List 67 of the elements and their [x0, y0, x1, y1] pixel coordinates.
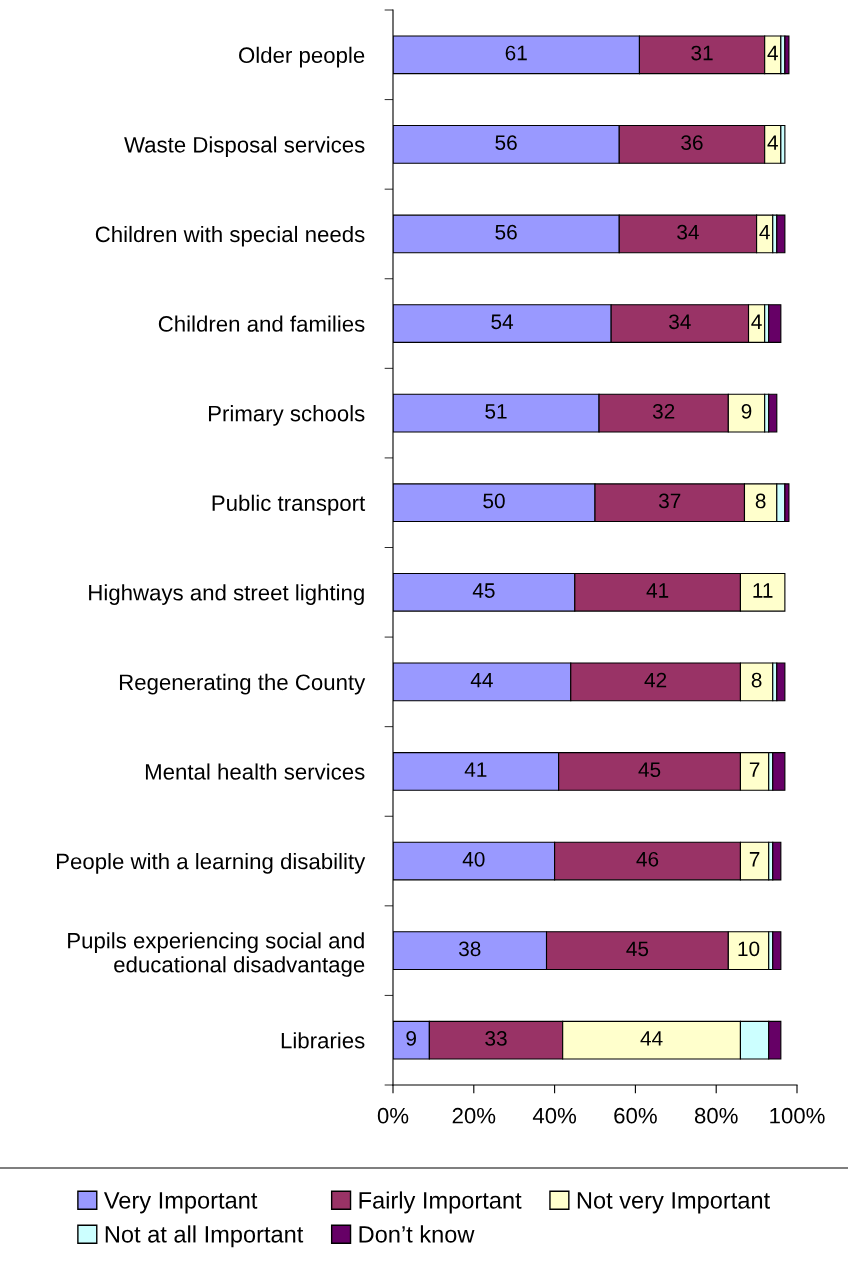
data-label: 42	[644, 672, 667, 688]
x-tick-label: 0%	[377, 1107, 409, 1124]
y-tick-label: Mental health services	[145, 763, 365, 780]
data-label: 37	[658, 493, 681, 509]
y-tick-label: Children with special needs	[95, 225, 365, 247]
data-label: 8	[751, 672, 762, 688]
y-tick-label: Public transport	[212, 494, 366, 516]
data-label: 44	[470, 672, 493, 688]
data-label: 31	[691, 45, 713, 61]
y-tick-label: Pupils experiencing social and educational disadvantage	[68, 932, 365, 977]
bar	[772, 752, 786, 791]
y-tick-label: Primary schools	[208, 405, 365, 426]
legend-label: Very Important	[103, 1192, 258, 1214]
y-tick-label: Regenerating the County	[119, 673, 366, 695]
data-label: 10	[738, 941, 760, 957]
data-label: 38	[458, 941, 481, 957]
bar	[776, 214, 786, 254]
data-label: 34	[677, 224, 699, 240]
legend-label: Fairly Important	[359, 1191, 522, 1214]
data-label: 7	[749, 762, 760, 777]
data-label: 56	[495, 135, 517, 150]
data-label: 32	[652, 403, 675, 419]
legend-label: Not at all Important	[105, 1225, 304, 1248]
data-label: 54	[491, 314, 514, 330]
data-label: 41	[646, 583, 669, 598]
data-label: 56	[495, 224, 517, 240]
bar	[768, 393, 778, 433]
x-tick-label: 80%	[694, 1107, 738, 1124]
y-tick-label: Older people	[239, 46, 365, 68]
y-tick-label: People with a learning disability	[57, 852, 366, 874]
y-tick-label: Highways and street lighting	[89, 584, 364, 605]
legend-label: Don’t know	[359, 1225, 475, 1243]
y-tick-label: Children and families	[158, 315, 365, 332]
bar	[768, 304, 782, 343]
data-label: 11	[753, 583, 773, 598]
data-label: 45	[472, 583, 495, 598]
data-label: 50	[483, 493, 505, 509]
data-label: 9	[741, 403, 752, 419]
data-label: 36	[681, 135, 703, 150]
bar	[784, 35, 790, 75]
data-label: 61	[505, 45, 527, 61]
data-label: 4	[767, 45, 778, 61]
data-label: 4	[767, 135, 778, 150]
data-label: 9	[406, 1031, 416, 1046]
bar	[772, 931, 782, 970]
data-label: 34	[669, 314, 691, 330]
data-label: 41	[464, 762, 487, 777]
data-label: 7	[749, 852, 760, 867]
bar	[776, 662, 786, 702]
data-label: 44	[640, 1031, 663, 1046]
data-label: 46	[636, 851, 659, 867]
bar	[772, 841, 782, 881]
x-tick-label: 20%	[452, 1107, 496, 1124]
data-label: 40	[462, 851, 485, 867]
data-label: 4	[759, 225, 770, 240]
y-tick-label: Libraries	[281, 1032, 365, 1049]
data-label: 4	[751, 314, 762, 329]
data-label: 45	[638, 762, 661, 778]
legend-label: Not very Important	[577, 1192, 770, 1214]
data-label: 33	[485, 1031, 507, 1046]
y-tick-label: Waste Disposal services	[124, 136, 365, 158]
data-label: 8	[755, 493, 766, 509]
x-tick-label: 100%	[770, 1107, 825, 1124]
data-label: 45	[626, 941, 649, 957]
data-label: 51	[485, 404, 507, 419]
x-tick-label: 60%	[614, 1107, 657, 1124]
x-tick-label: 40%	[532, 1107, 577, 1124]
